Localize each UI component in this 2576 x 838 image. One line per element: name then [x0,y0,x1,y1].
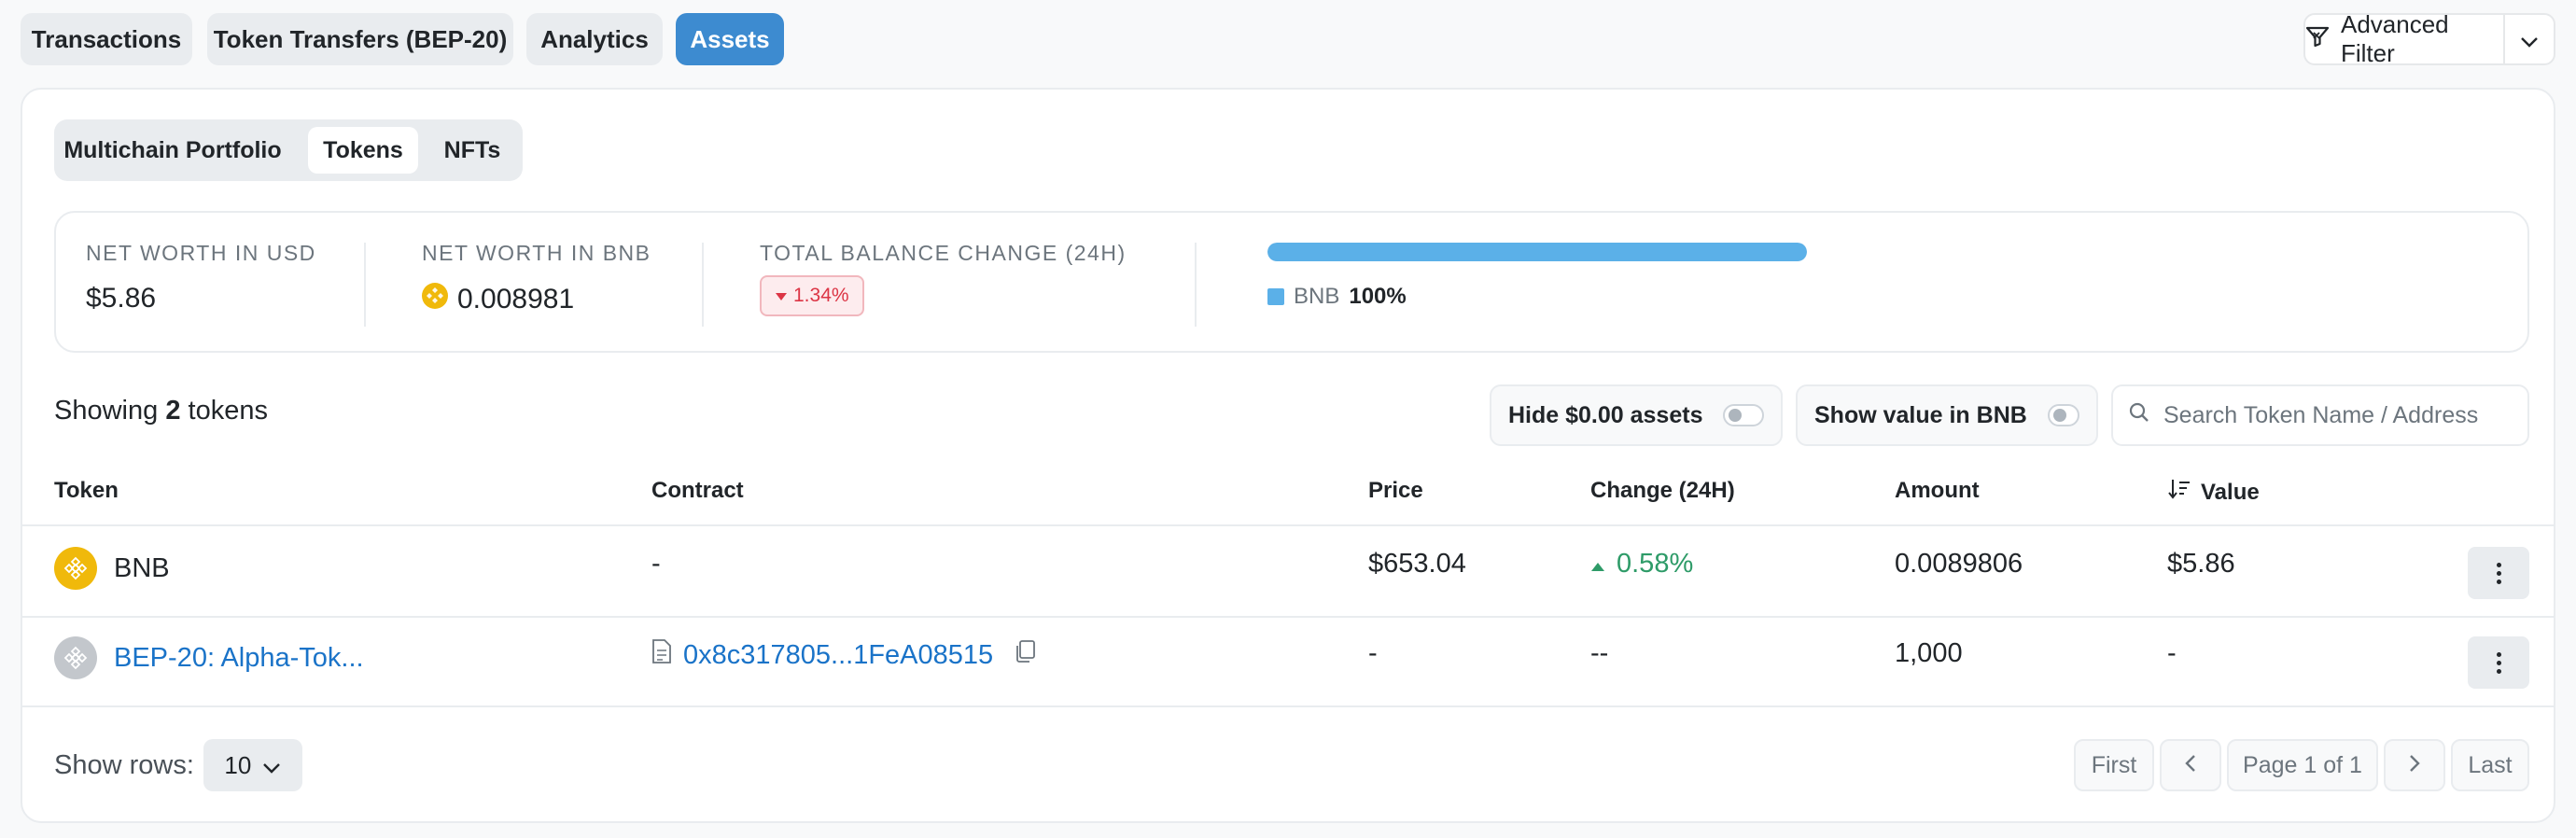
net-worth-bnb-label: NET WORTH IN BNB [422,241,651,265]
advanced-filter-label: Advanced Filter [2341,10,2449,67]
pagination-page-info: Page 1 of 1 [2227,739,2378,791]
token-change: -- [1590,638,1609,668]
advanced-filter-button[interactable]: Advanced Filter [2305,10,2505,67]
advanced-filter: Advanced Filter [2303,10,2555,67]
show-rows: Show rows: 10 [54,739,302,791]
top-tab-bar: Transactions Token Transfers (BEP-20) An… [21,10,2555,67]
chevron-left-icon [2185,752,2196,779]
showing-number: 2 [165,396,181,426]
token-amount: 1,000 [1895,638,1963,668]
net-worth-usd: NET WORTH IN USD $5.86 [86,241,316,314]
summary-divider [702,243,704,327]
chevron-down-icon [262,751,281,780]
filter-icon [2305,25,2330,54]
allocation-bar-fill [1267,243,1807,261]
subtab-multichain-portfolio[interactable]: Multichain Portfolio [63,136,282,163]
tab-token-transfers[interactable]: Token Transfers (BEP-20) [207,13,513,65]
hide-zero-toggle[interactable]: Hide $0.00 assets [1490,384,1783,446]
legend-swatch [1267,288,1284,305]
chevron-down-icon [2520,24,2539,54]
row-menu-button[interactable] [2468,636,2529,689]
col-header-token: Token [54,478,119,503]
col-header-amount: Amount [1895,478,1980,503]
table-divider [22,705,2554,707]
search-icon [2128,400,2150,430]
rows-per-page-select[interactable]: 10 [203,739,302,791]
generic-token-icon [54,636,97,679]
search-input[interactable] [2163,401,2518,429]
hide-zero-label: Hide $0.00 assets [1508,401,1703,428]
tab-transactions[interactable]: Transactions [21,13,192,65]
pagination-prev[interactable] [2160,739,2221,791]
document-icon [651,638,672,672]
triangle-down-icon [775,285,788,307]
more-vertical-icon [2496,562,2501,567]
legend-percent: 100% [1349,284,1407,309]
col-header-change: Change (24H) [1590,478,1735,503]
token-search [2111,384,2529,446]
chevron-right-icon [2409,752,2420,779]
token-amount: 0.0089806 [1895,549,2023,579]
copy-icon[interactable] [1014,639,1036,671]
col-header-value[interactable]: Value [2167,478,2260,507]
allocation-bar [1267,243,1807,261]
token-name: BNB [114,552,170,583]
token-change-value: 0.58% [1617,549,1694,579]
showing-count: Showing 2 tokens [54,396,268,426]
balance-change: TOTAL BALANCE CHANGE (24H) 1.34% [760,241,1127,316]
bnb-icon [422,283,448,316]
assets-card: Multichain Portfolio Tokens NFTs NET WOR… [21,88,2555,823]
triangle-up-icon [1590,549,1605,580]
token-change: 0.58% [1590,549,1693,580]
subtab-nfts[interactable]: NFTs [443,136,501,163]
net-worth-usd-label: NET WORTH IN USD [86,241,316,265]
balance-change-value: 1.34% [793,285,849,306]
allocation-legend: BNB 100% [1267,284,1407,310]
show-rows-label: Show rows: [54,749,194,780]
contract-address-link[interactable]: 0x8c317805...1FeA08515 [683,639,994,670]
balance-change-badge: 1.34% [760,275,864,316]
show-bnb-switch[interactable] [2047,404,2079,426]
token-name-link[interactable]: BEP-20: Alpha-Tok... [114,642,364,673]
tab-assets[interactable]: Assets [676,13,784,65]
col-header-value-label: Value [2201,479,2260,505]
col-header-price: Price [1368,478,1423,503]
tab-analytics[interactable]: Analytics [526,13,663,65]
asset-subtabs: Multichain Portfolio Tokens NFTs [54,119,523,181]
show-bnb-toggle[interactable]: Show value in BNB [1796,384,2098,446]
net-worth-bnb-value: 0.008981 [457,284,575,314]
hide-zero-switch[interactable] [1723,404,1764,426]
summary-divider [1195,243,1197,327]
more-vertical-icon [2496,651,2501,657]
portfolio-summary: NET WORTH IN USD $5.86 NET WORTH IN BNB … [54,211,2529,353]
summary-divider [364,243,366,327]
row-menu-button[interactable] [2468,547,2529,599]
balance-change-label: TOTAL BALANCE CHANGE (24H) [760,241,1127,265]
rows-per-page-value: 10 [224,750,252,779]
showing-prefix: Showing [54,396,159,426]
table-divider [22,524,2554,526]
showing-suffix: tokens [188,396,268,426]
net-worth-bnb: NET WORTH IN BNB 0.008981 [422,241,651,316]
table-divider [22,616,2554,618]
token-contract: - [651,549,661,579]
pagination-last[interactable]: Last [2451,739,2529,791]
advanced-filter-dropdown[interactable] [2505,15,2554,63]
token-price: $653.04 [1368,549,1466,579]
show-bnb-label: Show value in BNB [1814,401,2027,428]
pagination-next[interactable] [2384,739,2445,791]
sort-descending-icon[interactable] [2167,478,2191,507]
net-worth-usd-value: $5.86 [86,283,157,314]
pagination-first[interactable]: First [2074,739,2154,791]
token-value: $5.86 [2167,549,2235,579]
col-header-contract: Contract [651,478,744,503]
subtab-tokens[interactable]: Tokens [308,127,418,174]
bnb-token-icon [54,547,97,590]
token-price: - [1368,638,1378,668]
legend-name: BNB [1294,284,1340,309]
token-value: - [2167,638,2177,668]
